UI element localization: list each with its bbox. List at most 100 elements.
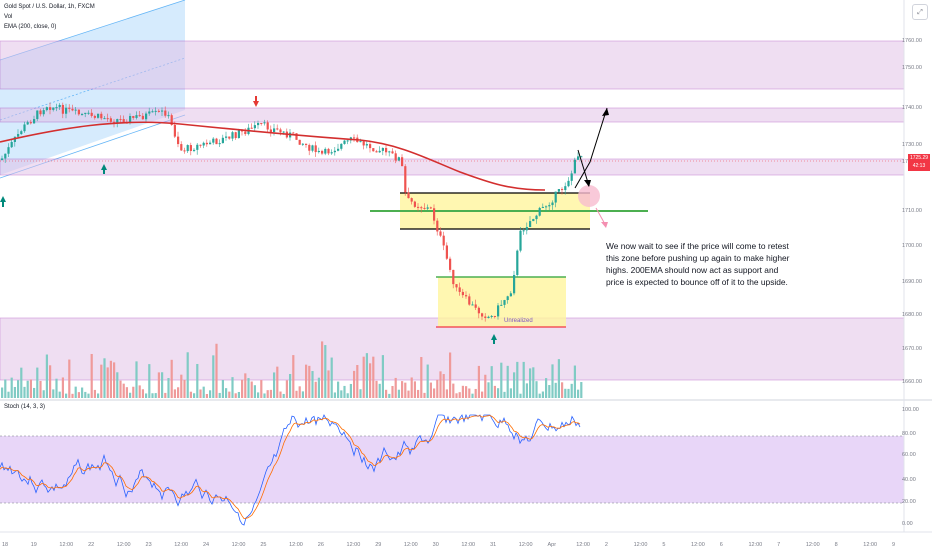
volume-bar [391,385,394,398]
candle-body [545,206,548,208]
volume-bar [545,378,548,398]
candle-body [93,115,96,118]
candle-body [580,156,583,158]
candle-body [237,130,240,139]
candle-body [548,205,551,207]
candle-body [317,150,320,153]
volume-bar [433,388,436,398]
retest-circle[interactable] [578,185,600,207]
price-tick: 1700.00 [902,243,922,249]
price-tick: 1710.00 [902,208,922,214]
candle-body [369,144,372,149]
expand-icon[interactable]: ⤢ [912,4,928,20]
volume-bar [186,352,189,398]
candle-body [161,110,164,112]
candle-body [378,150,381,153]
candle-body [532,219,535,222]
candle-body [391,151,394,154]
candle-body [154,110,157,112]
candle-body [71,108,74,111]
candle-body [273,128,276,132]
support-zone[interactable] [0,158,905,176]
candle-body [170,115,173,126]
volume-bar [570,383,573,398]
candle-body [567,180,570,187]
demand-zone-bottom[interactable] [0,317,905,381]
volume-bar [74,386,77,398]
volume-bar [497,388,500,398]
candle-body [58,104,61,108]
candle-body [452,269,455,285]
candle-body [298,139,301,145]
volume-legend[interactable]: Vol [4,14,13,20]
volume-bar [17,380,20,398]
candle-body [244,131,247,135]
volume-bar [289,373,292,398]
candle-body [164,110,167,116]
volume-bar [241,379,244,398]
candle-body [212,138,215,143]
candle-body [253,125,256,129]
volume-bar [541,391,544,398]
candle-body [84,112,87,114]
volume-bar [129,392,132,398]
candle-body [343,140,346,144]
volume-bar [49,365,52,398]
candlesticks[interactable] [1,102,583,322]
analysis-note[interactable]: We now wait to see if the price will com… [606,241,790,287]
price-tick: 1670.00 [902,346,922,352]
candle-body [260,122,263,124]
candle-body [186,145,189,152]
candle-body [401,157,404,167]
projection-up-arrow[interactable] [574,107,608,189]
volume-bar [359,389,362,398]
volume-bar [503,391,506,398]
resistance-zone-2[interactable] [0,107,905,123]
candle-body [199,144,202,146]
candle-body [17,134,20,137]
volume-bar [311,371,314,398]
candle-body [471,304,474,306]
candle-body [266,122,269,130]
volume-bar [420,357,423,398]
volume-bar [276,366,279,398]
ema-200-line[interactable] [0,121,546,191]
volume-bar [161,372,164,398]
candle-body [554,191,557,203]
symbol-title[interactable]: Gold Spot / U.S. Dollar, 1h, FXCM [4,4,95,10]
candle-body [429,207,432,209]
volume-bar [234,393,237,398]
time-tick: 12:00 [805,542,820,548]
candle-body [394,153,397,161]
price-tick: 1740.00 [902,105,922,111]
candle-body [321,150,324,154]
volume-bar [468,388,471,398]
volume-bar [263,393,266,398]
volume-bar [58,391,61,398]
volume-bar [1,387,4,398]
resistance-zone-top[interactable] [0,40,905,90]
time-tick: 12:00 [576,542,590,548]
time-tick: 22 [88,542,95,548]
pointer-head-icon [601,222,608,228]
candle-body [314,145,317,153]
candle-body [529,221,532,228]
time-tick: 9 [892,542,896,548]
candle-body [497,305,500,317]
volume-bar [378,383,381,398]
ema-legend[interactable]: EMA (200, close, 0) [4,24,57,30]
volume-bar [292,355,295,398]
volume-bar [407,390,410,398]
candle-body [151,111,154,113]
stoch-legend[interactable]: Stoch (14, 3, 3) [4,404,46,410]
candle-body [359,141,362,143]
time-tick: 12:00 [289,542,303,548]
candle-body [218,143,221,145]
candle-body [61,104,64,114]
candle-body [29,122,32,124]
candle-body [135,115,138,118]
candle-body [1,158,4,160]
volume-bar [490,366,493,398]
stoch-d-line[interactable] [0,415,581,520]
